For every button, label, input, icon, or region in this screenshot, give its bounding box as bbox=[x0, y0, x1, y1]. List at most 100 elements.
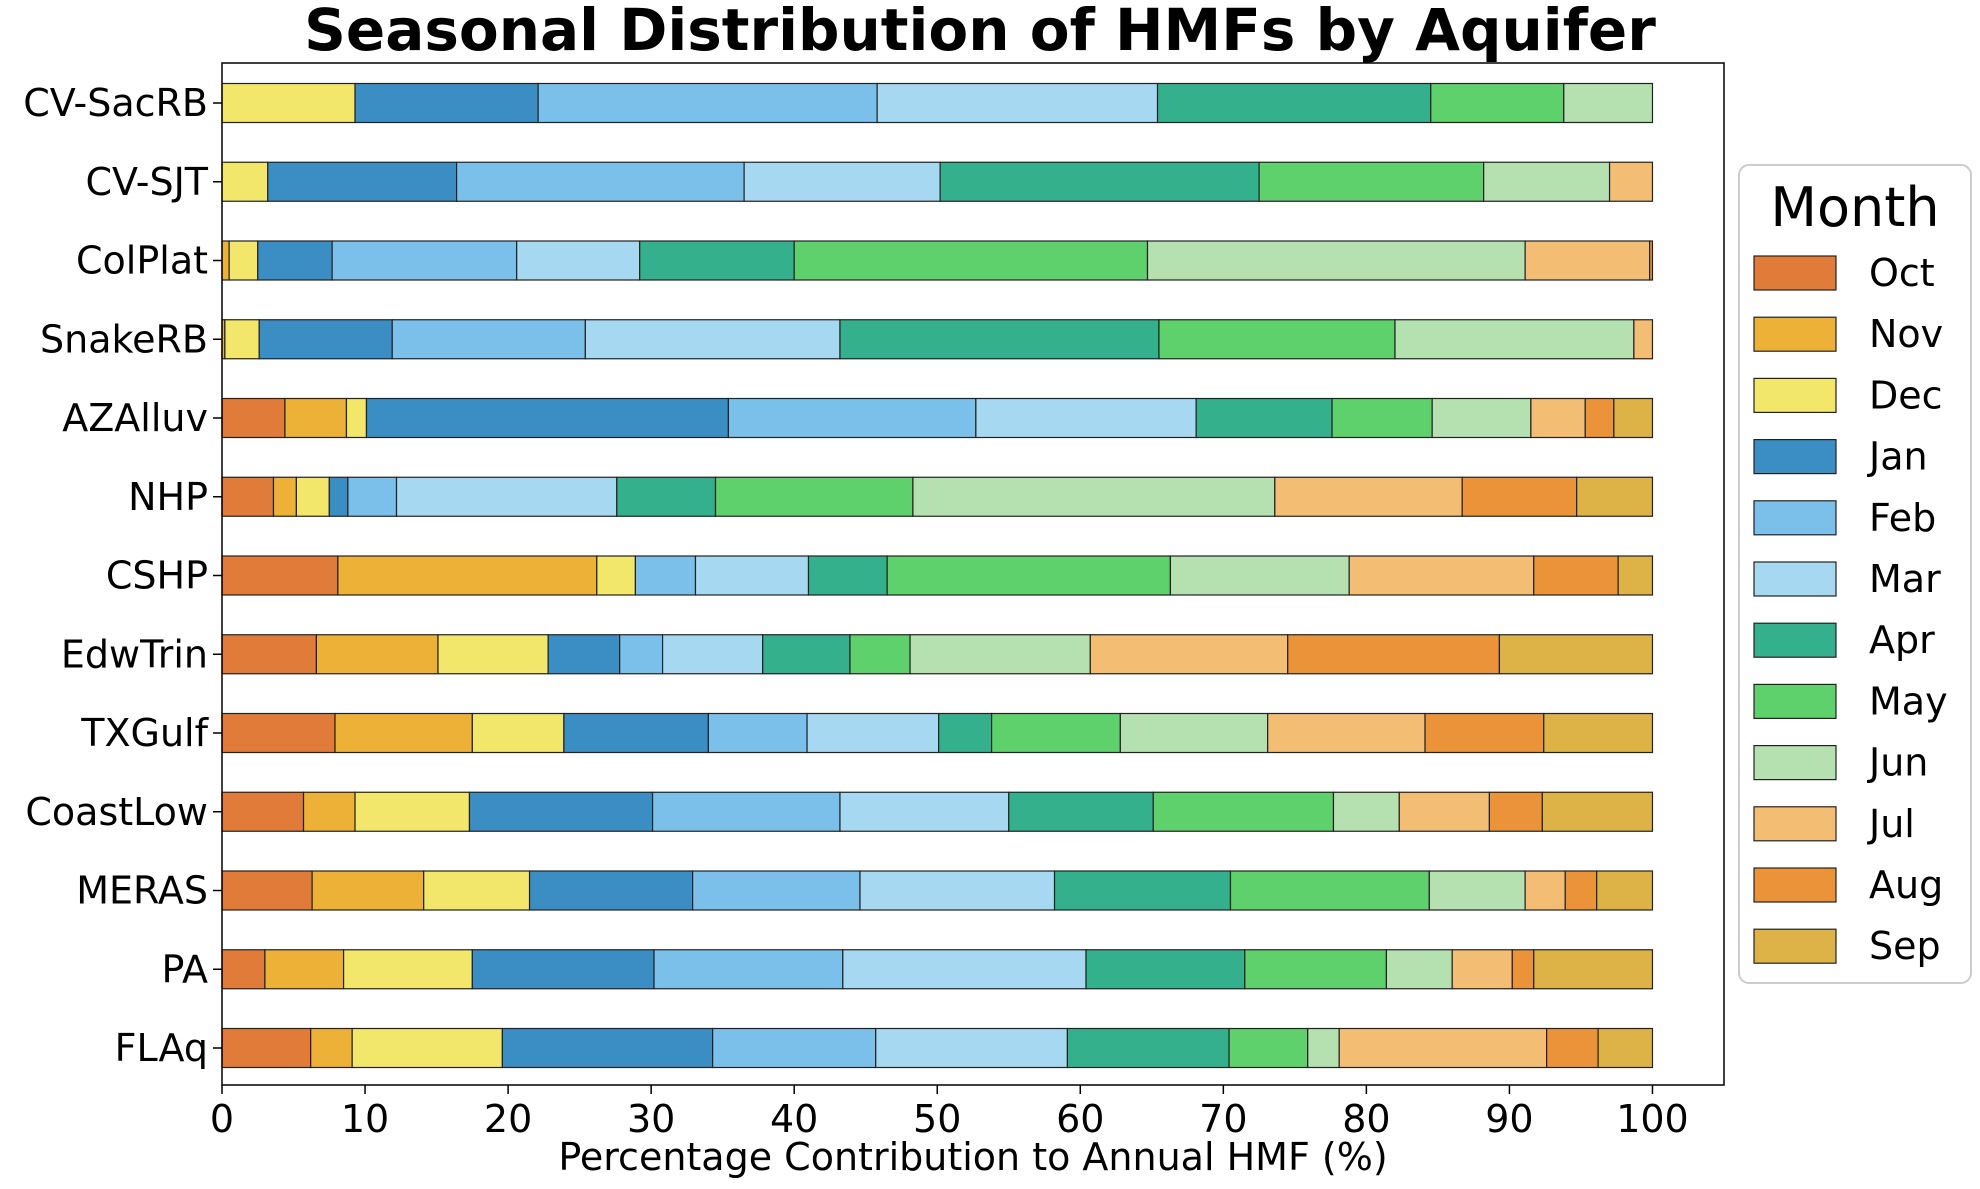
x-tick-label: 0 bbox=[210, 1097, 234, 1141]
bar-PA-Apr bbox=[1085, 949, 1246, 990]
bar-EdwTrin-Nov bbox=[315, 634, 439, 675]
bar-CoastLow-Nov bbox=[302, 791, 356, 832]
bar-ColPlat-Nov bbox=[221, 240, 230, 281]
bar-MERAS-Feb bbox=[692, 870, 861, 911]
bar-AZAlluv-Jun bbox=[1431, 397, 1532, 439]
bar-CSHP-Feb bbox=[634, 555, 697, 596]
bar-FLAq-May bbox=[1228, 1027, 1309, 1069]
bar-FLAq-Sep bbox=[1597, 1027, 1654, 1069]
bar-NHP-Sep bbox=[1576, 476, 1654, 517]
bar-group bbox=[221, 82, 1654, 1069]
x-tick-label: 40 bbox=[770, 1097, 818, 1141]
bar-CSHP-Apr bbox=[807, 555, 888, 596]
bar-MERAS-Jun bbox=[1428, 870, 1526, 911]
bar-ColPlat-Aug bbox=[1649, 240, 1654, 281]
bar-CoastLow-Sep bbox=[1541, 791, 1654, 832]
legend-label-Jun: Jun bbox=[1867, 741, 1928, 785]
legend-label-Nov: Nov bbox=[1869, 312, 1943, 356]
legend-label-Sep: Sep bbox=[1869, 924, 1941, 968]
bar-CSHP-Nov bbox=[337, 555, 598, 596]
bar-CV-SacRB-Jun bbox=[1563, 82, 1654, 124]
bar-AZAlluv-Jan bbox=[365, 397, 729, 439]
bar-TXGulf-Jul bbox=[1267, 712, 1426, 754]
bar-TXGulf-Oct bbox=[221, 712, 336, 754]
bar-CoastLow-Apr bbox=[1008, 791, 1154, 832]
bar-TXGulf-Sep bbox=[1543, 712, 1654, 754]
x-tick-label: 60 bbox=[1056, 1097, 1104, 1141]
bar-CV-SJT-Apr bbox=[939, 161, 1260, 202]
bar-ColPlat-Mar bbox=[516, 240, 641, 281]
y-tick-label: CSHP bbox=[106, 554, 208, 598]
bar-NHP-Jul bbox=[1274, 476, 1463, 517]
bar-NHP-Dec bbox=[295, 476, 330, 517]
bar-CSHP-Oct bbox=[221, 555, 339, 596]
bar-CSHP-Aug bbox=[1533, 555, 1619, 596]
y-tick-label: ColPlat bbox=[76, 239, 208, 283]
legend-swatch-Apr bbox=[1753, 622, 1837, 658]
bar-PA-Aug bbox=[1511, 949, 1535, 990]
bar-EdwTrin-Mar bbox=[661, 634, 764, 675]
legend-title: Month bbox=[1770, 176, 1939, 239]
legend-swatch-Feb bbox=[1753, 500, 1837, 536]
x-tick-label: 100 bbox=[1616, 1097, 1689, 1141]
bar-PA-Jan bbox=[471, 949, 655, 990]
legend-label-Dec: Dec bbox=[1869, 373, 1943, 417]
bar-CV-SacRB-Feb bbox=[537, 82, 878, 124]
x-tick-label: 70 bbox=[1199, 1097, 1247, 1141]
bar-CV-SJT-Mar bbox=[743, 161, 941, 202]
bar-MERAS-Oct bbox=[221, 870, 313, 911]
y-tick-label: PA bbox=[162, 947, 208, 991]
bar-TXGulf-May bbox=[990, 712, 1121, 754]
bar-PA-Dec bbox=[342, 949, 473, 990]
bar-NHP-Aug bbox=[1461, 476, 1578, 517]
bar-AZAlluv-Feb bbox=[727, 397, 977, 439]
legend-swatch-May bbox=[1753, 683, 1837, 720]
legend-swatch-Mar bbox=[1753, 561, 1837, 597]
bar-FLAq-Mar bbox=[875, 1027, 1069, 1069]
bar-MERAS-May bbox=[1229, 870, 1430, 911]
y-tick-label: FLAq bbox=[115, 1026, 208, 1070]
bar-NHP-Feb bbox=[347, 476, 398, 517]
legend-label-May: May bbox=[1869, 679, 1948, 723]
x-tick-label: 90 bbox=[1485, 1097, 1533, 1141]
bar-SnakeRB-May bbox=[1158, 319, 1396, 360]
bar-CoastLow-Dec bbox=[354, 791, 471, 832]
bar-AZAlluv-Apr bbox=[1195, 397, 1333, 439]
bar-EdwTrin-Sep bbox=[1498, 634, 1654, 675]
bar-FLAq-Oct bbox=[221, 1027, 312, 1069]
bar-MERAS-Sep bbox=[1596, 870, 1654, 911]
bar-MERAS-Aug bbox=[1564, 870, 1598, 911]
bar-CSHP-Sep bbox=[1617, 555, 1654, 596]
bar-CSHP-Dec bbox=[596, 555, 637, 596]
bar-CV-SJT-Jan bbox=[267, 161, 458, 202]
bar-AZAlluv-Oct bbox=[221, 397, 286, 439]
bar-CV-SJT-Jun bbox=[1483, 161, 1611, 202]
bar-EdwTrin-Feb bbox=[619, 634, 664, 675]
bar-FLAq-Aug bbox=[1546, 1027, 1599, 1069]
legend-label-Jul: Jul bbox=[1867, 802, 1915, 846]
bar-ColPlat-Jun bbox=[1146, 240, 1526, 281]
x-tick-label: 10 bbox=[341, 1097, 389, 1141]
legend-swatch-Nov bbox=[1753, 316, 1837, 352]
bar-AZAlluv-Dec bbox=[345, 397, 368, 439]
bar-AZAlluv-Mar bbox=[975, 397, 1197, 439]
bar-PA-Nov bbox=[264, 949, 345, 990]
bar-CV-SacRB-Dec bbox=[221, 82, 356, 124]
bar-EdwTrin-May bbox=[849, 634, 911, 675]
bar-CoastLow-Jul bbox=[1398, 791, 1491, 832]
bar-PA-May bbox=[1244, 949, 1388, 990]
bar-FLAq-Jan bbox=[501, 1027, 714, 1069]
bar-CoastLow-Oct bbox=[221, 791, 305, 832]
bar-SnakeRB-Jun bbox=[1394, 319, 1635, 360]
y-tick-label: NHP bbox=[128, 475, 208, 519]
bar-PA-Mar bbox=[842, 949, 1087, 990]
bar-CV-SacRB-Mar bbox=[876, 82, 1159, 124]
y-tick-label: MERAS bbox=[76, 869, 208, 913]
bar-ColPlat-Dec bbox=[228, 240, 259, 281]
bar-CV-SacRB-Apr bbox=[1156, 82, 1432, 124]
chart-title: Seasonal Distribution of HMFs by Aquifer bbox=[304, 0, 1656, 64]
bar-TXGulf-Aug bbox=[1424, 712, 1545, 754]
bar-CV-SJT-May bbox=[1258, 161, 1485, 202]
bar-NHP-Oct bbox=[221, 476, 275, 517]
bar-AZAlluv-May bbox=[1331, 397, 1433, 439]
